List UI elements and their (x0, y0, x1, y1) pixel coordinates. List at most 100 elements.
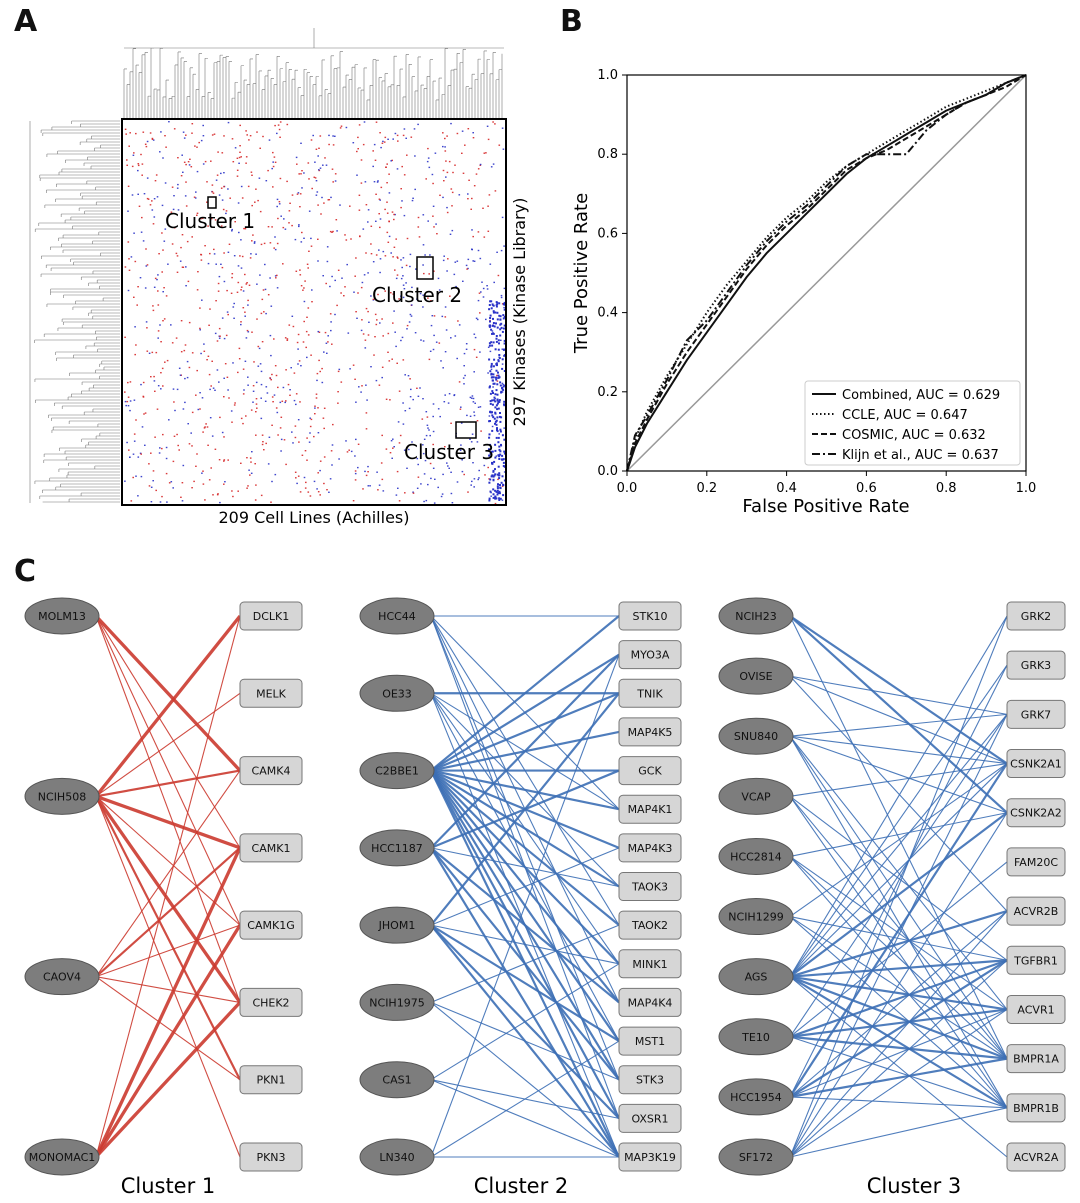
heatmap-cell (168, 419, 170, 421)
heatmap-cell (496, 408, 499, 411)
heatmap-cell (136, 304, 138, 306)
heatmap-cell (409, 265, 411, 268)
heatmap-cell (472, 260, 474, 262)
heatmap-cell (488, 481, 491, 484)
heatmap-cell (305, 481, 307, 484)
heatmap-cell (221, 266, 224, 269)
heatmap-cell (490, 341, 493, 344)
heatmap-cell (140, 153, 142, 156)
heatmap-cell (411, 199, 414, 202)
network-edge (430, 692, 620, 772)
heatmap-cell (299, 401, 301, 403)
heatmap-cell (264, 288, 267, 291)
heatmap-cell (277, 124, 280, 126)
heatmap-cell (318, 147, 320, 149)
cluster-1-box (207, 196, 217, 209)
heatmap-cell (454, 261, 457, 263)
heatmap-cell (155, 174, 158, 176)
heatmap-cell (422, 340, 425, 342)
heatmap-cell (477, 249, 480, 252)
heatmap-cell (473, 411, 475, 413)
heatmap-cell (388, 173, 390, 175)
cell-line-node: CAS1 (359, 1061, 435, 1099)
heatmap-cell (421, 418, 424, 420)
heatmap-cell (488, 454, 491, 457)
roc-x-axis-label: False Positive Rate (742, 496, 909, 517)
heatmap-cell (238, 162, 240, 164)
heatmap-cell (498, 472, 501, 475)
heatmap-cell (461, 130, 464, 132)
heatmap-cell (377, 293, 379, 296)
heatmap-cell (375, 323, 378, 326)
heatmap-cell (281, 400, 284, 402)
heatmap-cell (479, 312, 481, 314)
heatmap-cell (262, 441, 264, 443)
kinase-box (1006, 1044, 1066, 1074)
heatmap-cell (279, 401, 282, 404)
kinase-box (618, 756, 682, 786)
heatmap-cell (500, 296, 503, 299)
cell-line-label: CAS1 (382, 1074, 411, 1087)
heatmap-cell (296, 482, 298, 485)
heatmap-cell (265, 442, 267, 445)
heatmap-cell (182, 171, 184, 173)
heatmap-cell (427, 220, 429, 222)
heatmap-cell (391, 159, 393, 162)
cell-line-node: AGS (718, 958, 794, 996)
heatmap-cell (499, 328, 502, 331)
heatmap-cell (417, 476, 420, 478)
heatmap-cell (339, 204, 341, 206)
heatmap-cell (131, 165, 134, 168)
heatmap-cell (129, 132, 131, 134)
heatmap-cell (488, 194, 491, 196)
heatmap-cell (150, 486, 153, 488)
heatmap-cell (203, 343, 205, 345)
heatmap-cell (379, 218, 382, 220)
heatmap-cell (308, 210, 311, 212)
heatmap-cell (379, 322, 381, 324)
heatmap-cell (166, 359, 169, 362)
panel-label-b: B (560, 4, 583, 39)
heatmap-cell (496, 398, 499, 401)
heatmap-cell (242, 368, 245, 370)
kinase-label: STK10 (633, 610, 668, 623)
heatmap-cell (277, 386, 279, 389)
heatmap-cell (367, 221, 369, 223)
heatmap-cell (396, 274, 399, 276)
heatmap-cell (218, 275, 221, 278)
heatmap-cell (503, 354, 506, 357)
heatmap-cell (437, 277, 440, 280)
heatmap-cell (158, 452, 161, 454)
heatmap-cell (317, 407, 319, 409)
heatmap-cell (146, 327, 148, 329)
kinase-label: TAOK2 (631, 919, 668, 932)
heatmap-cell (285, 369, 287, 371)
heatmap-cell (211, 134, 214, 136)
heatmap-cell (429, 462, 432, 465)
cell-line-node: MONOMAC1 (24, 1138, 100, 1176)
heatmap-cell (274, 236, 276, 238)
heatmap-cell (245, 162, 247, 164)
kinase-node: PKN1 (239, 1065, 303, 1095)
heatmap-cell (212, 192, 215, 194)
heatmap-cell (253, 361, 255, 363)
heatmap-cell (255, 434, 257, 436)
heatmap-cell (252, 234, 254, 236)
cell-line-label: JHOM1 (378, 919, 416, 932)
cell-line-label: NCIH1975 (369, 996, 424, 1009)
network-edge (94, 847, 242, 1158)
heatmap-cell (458, 194, 461, 196)
heatmap-cell (335, 219, 338, 221)
network-edge (430, 769, 620, 1081)
heatmap-cell (232, 161, 235, 163)
heatmap-cell (152, 223, 155, 225)
heatmap-cell (218, 381, 220, 383)
heatmap-cell (245, 130, 247, 132)
heatmap-cell (130, 256, 133, 258)
heatmap-cell (289, 389, 291, 391)
heatmap-cell (240, 321, 242, 323)
heatmap-cell (472, 401, 475, 403)
network-edge (95, 847, 241, 978)
kinase-box (1006, 798, 1066, 828)
